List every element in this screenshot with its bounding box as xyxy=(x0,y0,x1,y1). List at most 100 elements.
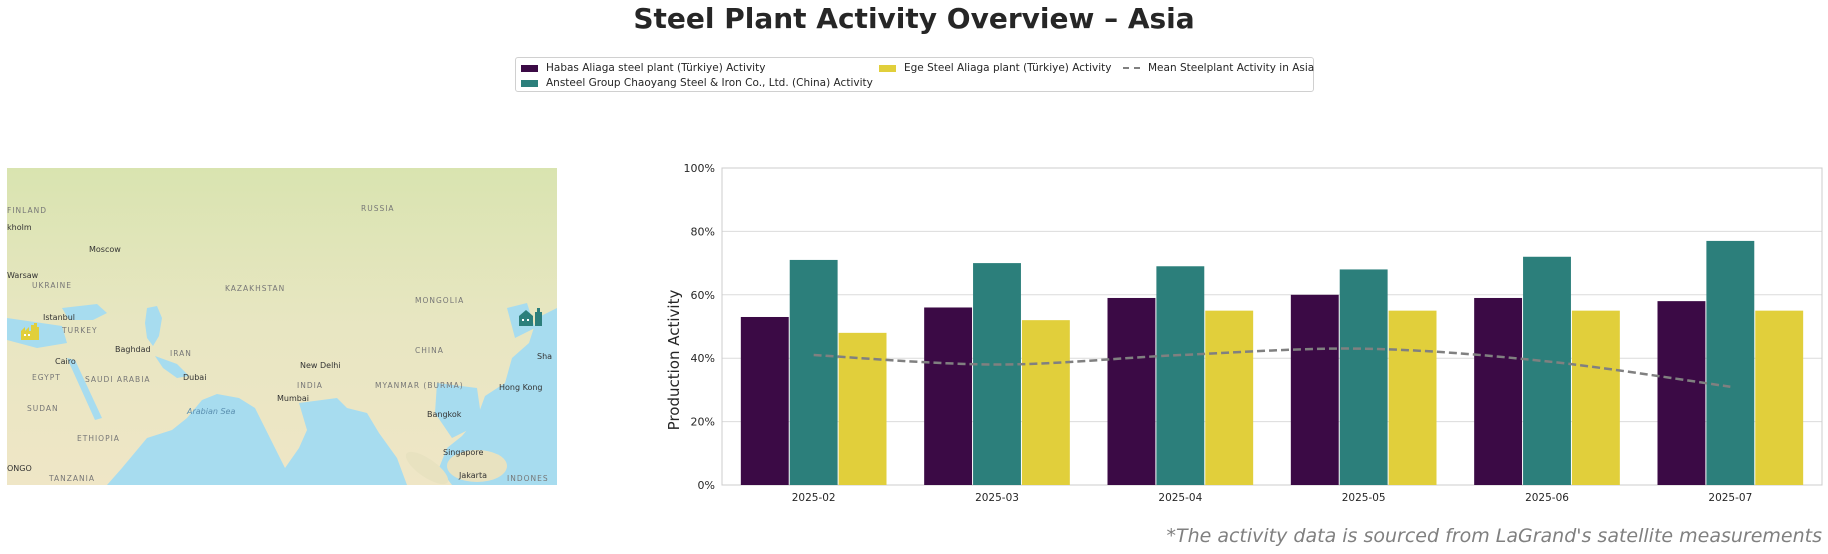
map-country-label: TANZANIA xyxy=(48,474,95,483)
bar-ansteel xyxy=(973,263,1021,485)
legend-label-mean: Mean Steelplant Activity in Asia xyxy=(1148,62,1315,74)
map-country-label: MONGOLIA xyxy=(415,296,464,305)
factory-marker-china[interactable] xyxy=(519,310,533,326)
map-country-label: RUSSIA xyxy=(361,204,395,213)
bar-ege xyxy=(838,332,887,485)
map-city-label: Moscow xyxy=(89,245,121,254)
map-city-label: Jakarta xyxy=(458,471,487,480)
map-country-label: IRAN xyxy=(170,349,192,358)
legend-item-mean: Mean Steelplant Activity in Asia xyxy=(1123,62,1314,74)
map-country-label: MYANMAR (BURMA) xyxy=(375,381,464,390)
x-axis: 2025-02 2025-03 2025-04 2025-05 2025-06 2025-… xyxy=(792,492,1753,504)
x-tick-label: 2025-05 xyxy=(1342,492,1386,504)
bar-ege xyxy=(1205,310,1254,485)
map-sumatra xyxy=(405,451,449,485)
map-persian-gulf xyxy=(155,356,189,378)
map-city-label: Cairo xyxy=(55,357,76,366)
chart-grid xyxy=(722,167,1822,486)
bar-habas xyxy=(740,316,789,485)
map-country-label: ETHIOPIA xyxy=(77,434,120,443)
bar-ansteel xyxy=(1156,266,1205,485)
map-city-label: Sha xyxy=(537,352,552,361)
bar-ansteel xyxy=(789,259,838,485)
bar-ege xyxy=(1021,320,1070,485)
map-country-label: CHINA xyxy=(415,346,444,355)
map-city-label: kholm xyxy=(7,223,32,232)
legend-swatch-habas xyxy=(521,64,538,72)
legend-label-habas: Habas Aliaga steel plant (Türkiye) Activ… xyxy=(546,62,766,74)
map-city-label: Istanbul xyxy=(43,313,75,322)
bar-habas xyxy=(1657,301,1706,485)
y-tick-label: 40% xyxy=(691,352,715,365)
legend-item-ege: Ege Steel Aliaga plant (Türkiye) Activit… xyxy=(879,62,1111,74)
map-borneo xyxy=(447,450,507,482)
map-country-label: INDONES xyxy=(507,474,549,483)
bar-habas xyxy=(1290,294,1339,485)
chart-mean-line xyxy=(813,347,1731,388)
y-tick-label: 100% xyxy=(684,162,715,175)
map-country-label: KAZAKHSTAN xyxy=(225,284,285,293)
map-city-label: ONGO xyxy=(7,464,32,473)
y-axis: 0% 20% 40% 60% 80% 100% xyxy=(684,162,715,492)
map-city-label: Singapore xyxy=(443,448,483,457)
map-country-label: SUDAN xyxy=(27,404,59,413)
y-tick-label: 20% xyxy=(691,416,715,429)
legend-swatch-ege xyxy=(879,64,896,72)
legend-label-ansteel: Ansteel Group Chaoyang Steel & Iron Co.,… xyxy=(546,77,873,89)
map-svg: FINLAND RUSSIA UKRAINE KAZAKHSTAN MONGOL… xyxy=(7,168,557,485)
map-country-label: EGYPT xyxy=(32,373,61,382)
map-country-label: UKRAINE xyxy=(32,281,72,290)
footnote: *The activity data is sourced from LaGra… xyxy=(1166,525,1822,547)
map-city-label: New Delhi xyxy=(300,361,341,370)
bar-ege xyxy=(1571,310,1620,485)
map-city-label: Warsaw xyxy=(7,271,39,280)
y-axis-label: Production Activity xyxy=(665,290,683,431)
bar-ansteel xyxy=(1339,269,1388,485)
bar-ansteel xyxy=(1706,240,1755,485)
legend-swatch-mean xyxy=(1123,67,1140,69)
factory-marker-turkey-2[interactable] xyxy=(33,323,39,340)
chart-bars xyxy=(740,240,1804,485)
legend-item-habas: Habas Aliaga steel plant (Türkiye) Activ… xyxy=(521,62,765,74)
map-city-label: Mumbai xyxy=(277,394,309,403)
chart-title: Steel Plant Activity Overview – Asia xyxy=(633,2,1195,35)
map-city-label: Bangkok xyxy=(427,410,462,419)
map-landmass xyxy=(7,168,557,485)
map-city-label: Hong Kong xyxy=(499,383,543,392)
x-tick-label: 2025-06 xyxy=(1525,492,1569,504)
x-tick-label: 2025-04 xyxy=(1158,492,1202,504)
x-tick-label: 2025-07 xyxy=(1708,492,1752,504)
bar-habas xyxy=(1474,297,1523,485)
map-bay-of-bengal xyxy=(299,398,352,430)
map-country-label: INDIA xyxy=(297,381,323,390)
map-country-label: FINLAND xyxy=(7,206,47,215)
bar-habas xyxy=(924,307,973,485)
legend: Habas Aliaga steel plant (Türkiye) Activ… xyxy=(515,57,1314,92)
map-city-label: Dubai xyxy=(183,373,206,382)
map-black-sea xyxy=(62,304,107,320)
map-country-label: TURKEY xyxy=(61,326,98,335)
bar-ansteel xyxy=(1523,256,1571,485)
bar-ege xyxy=(1388,310,1437,485)
legend-label-ege: Ege Steel Aliaga plant (Türkiye) Activit… xyxy=(904,62,1112,74)
bar-habas xyxy=(1107,297,1156,485)
map-caspian-sea xyxy=(145,306,162,346)
x-tick-label: 2025-02 xyxy=(792,492,836,504)
y-tick-label: 60% xyxy=(691,289,715,302)
y-tick-label: 80% xyxy=(691,225,715,238)
y-tick-label: 0% xyxy=(698,479,715,492)
x-tick-label: 2025-03 xyxy=(975,492,1019,504)
map-sea-label: Arabian Sea xyxy=(186,407,235,416)
map-south-china-sea xyxy=(435,383,482,438)
legend-item-ansteel: Ansteel Group Chaoyang Steel & Iron Co.,… xyxy=(521,77,873,89)
map-red-sea xyxy=(67,358,102,420)
factory-marker-china-2[interactable] xyxy=(535,308,542,326)
asia-map: FINLAND RUSSIA UKRAINE KAZAKHSTAN MONGOL… xyxy=(7,168,557,485)
legend-swatch-ansteel xyxy=(521,79,538,87)
map-country-label: SAUDI ARABIA xyxy=(85,375,151,384)
bar-ege xyxy=(1755,310,1804,485)
mean-activity-line xyxy=(813,347,1731,388)
plot-frame xyxy=(721,167,1823,486)
map-city-label: Baghdad xyxy=(115,345,151,354)
